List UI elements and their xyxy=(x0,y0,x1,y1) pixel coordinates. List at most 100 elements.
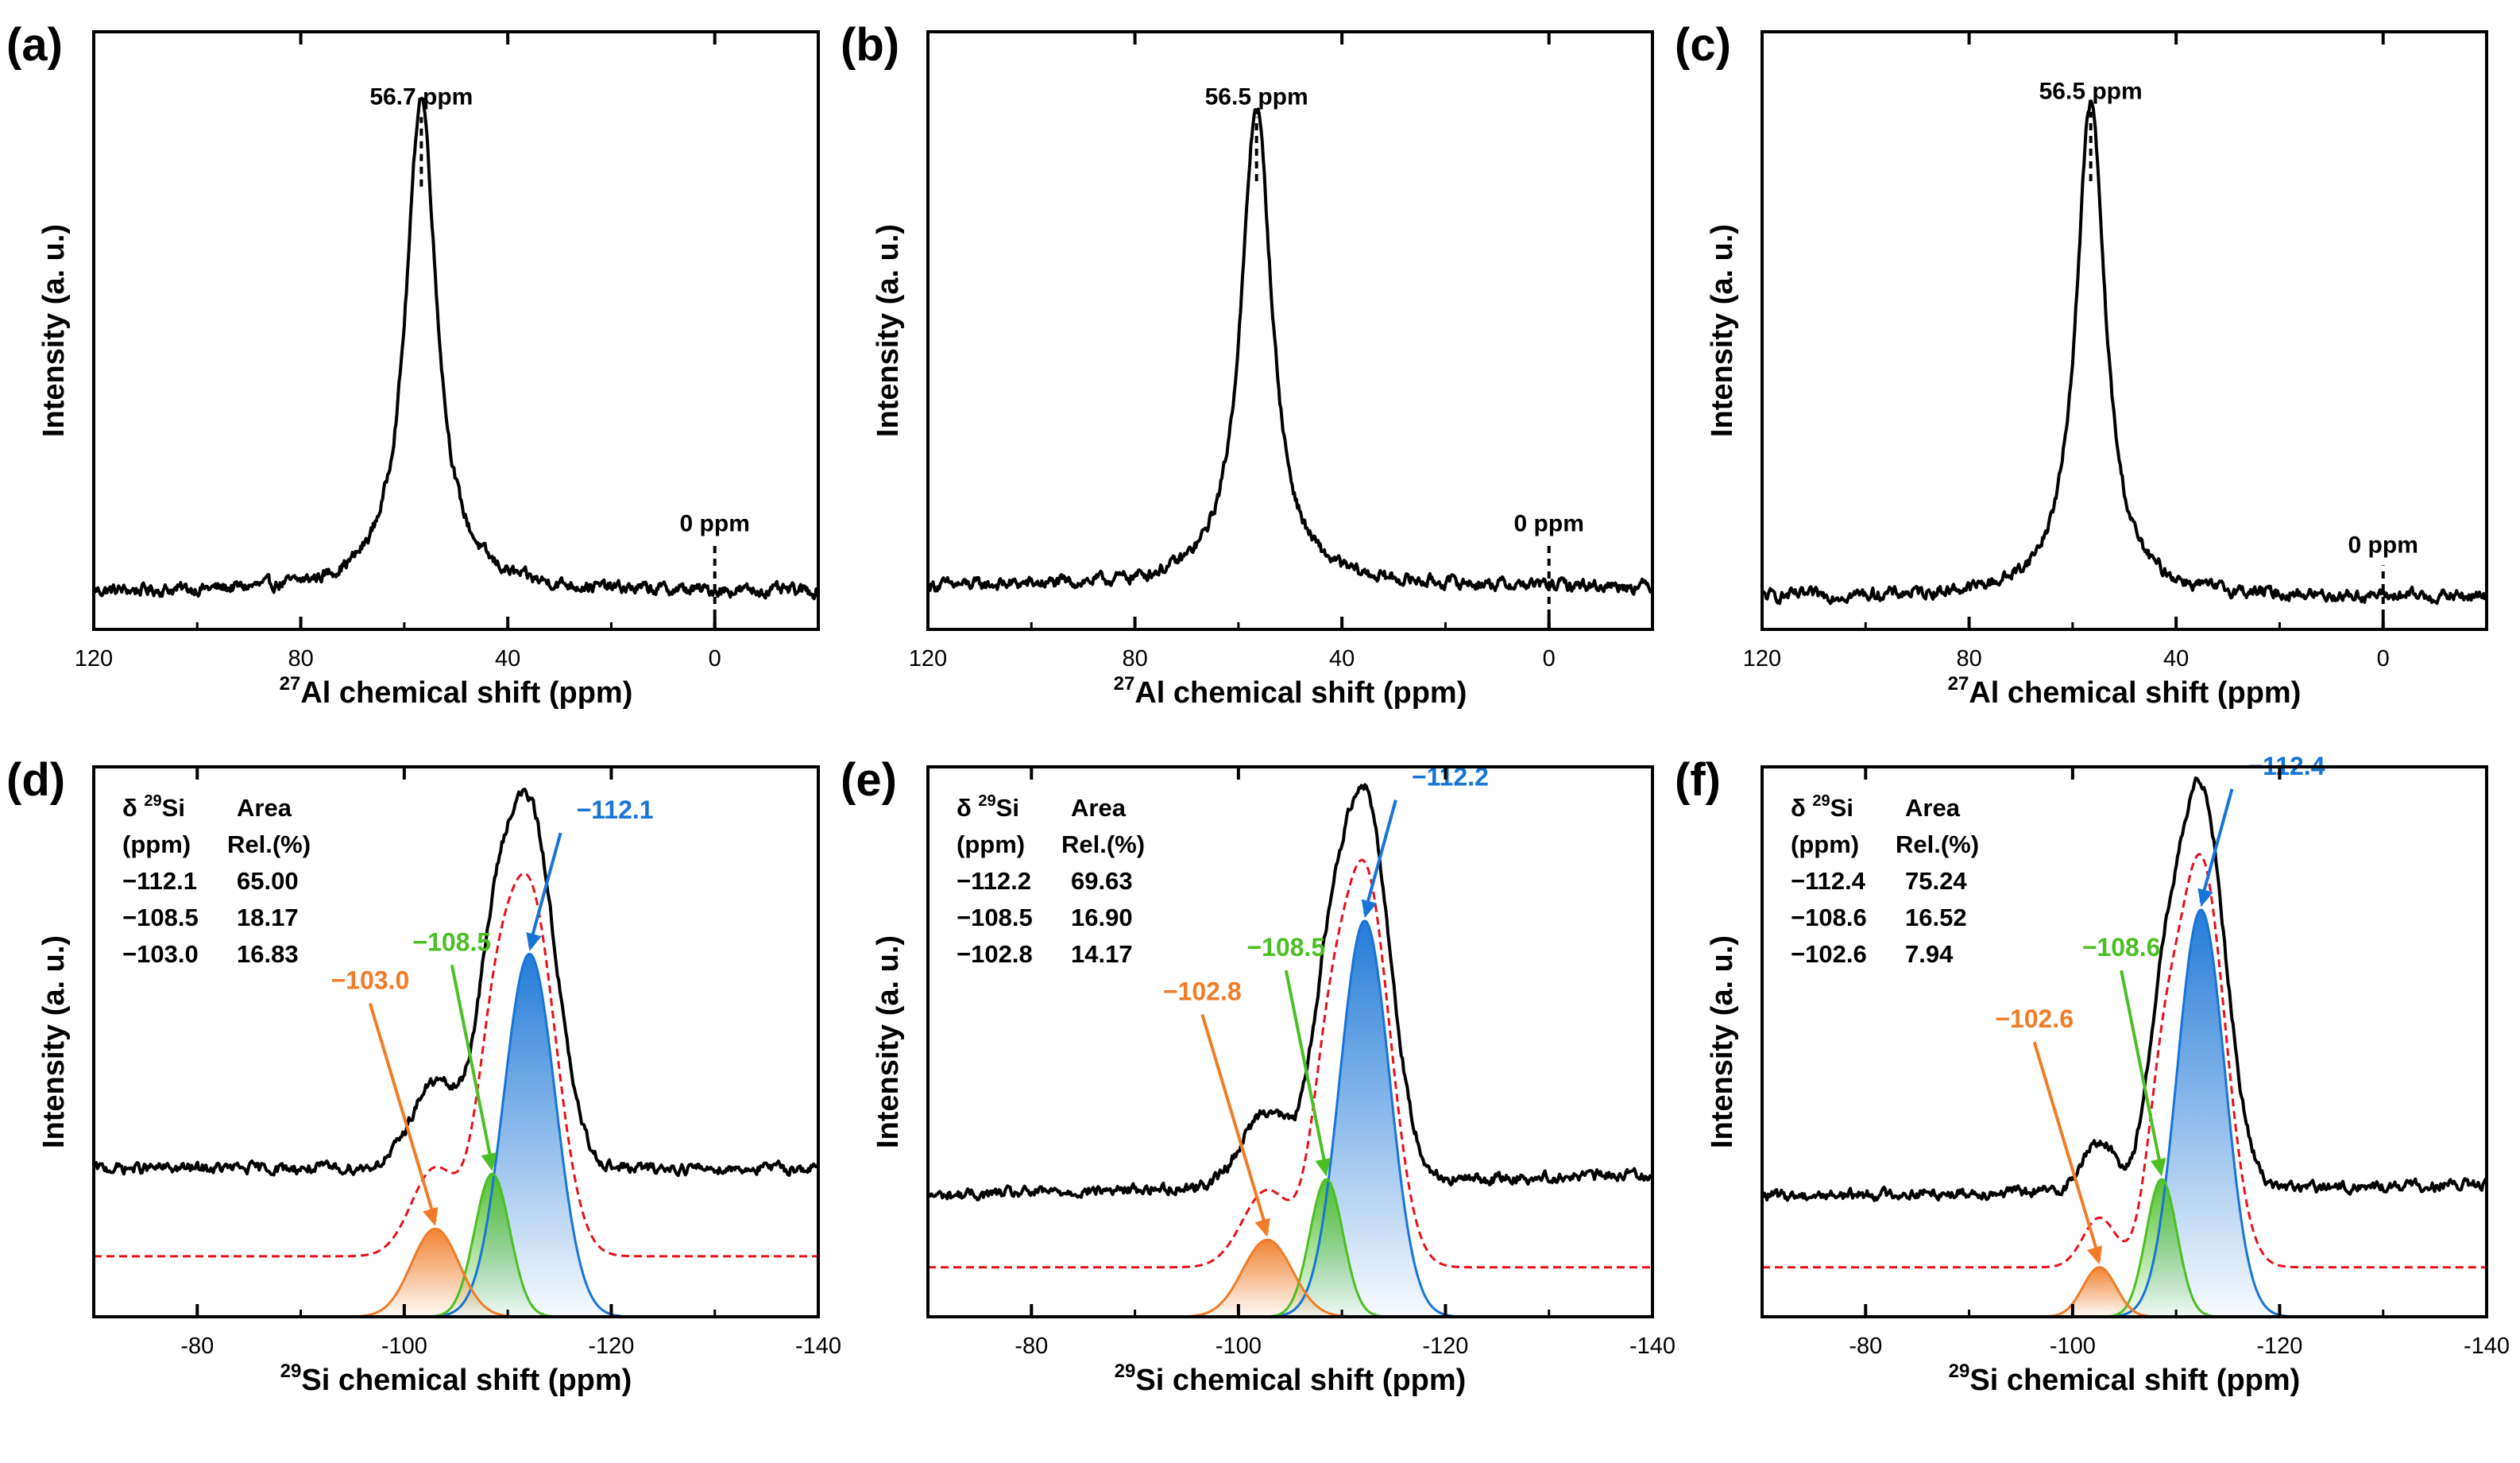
table-area-value: 7.94 xyxy=(1905,940,1954,968)
component-fill xyxy=(1257,1179,1397,1317)
panel-d: δ 29Si Area (ppm) Rel.(%) −112.1 65.00 −108.5 1… xyxy=(6,754,841,1397)
component-arrow xyxy=(2032,1041,2101,1260)
panel-letter: (c) xyxy=(1675,19,1731,71)
component-fill xyxy=(1163,1240,1372,1317)
table-shift-value: −103.0 xyxy=(122,940,199,968)
table-area-value: 16.90 xyxy=(1071,904,1133,931)
x-axis-label: 27Al chemical shift (ppm) xyxy=(1948,673,2302,710)
y-axis-label: Intensity (a. u.) xyxy=(872,935,905,1148)
x-tick-label: 80 xyxy=(1122,646,1147,672)
table-header-shift: δ 29Si xyxy=(1791,792,1853,822)
panel-a: 56.7 ppm 0 ppm 120 80 40 0 27Al chemical shift… xyxy=(6,19,820,710)
y-axis-label: Intensity (a. u.) xyxy=(37,224,71,437)
fit-line xyxy=(94,872,818,1258)
x-axis-label: 29Si chemical shift (ppm) xyxy=(1949,1360,2301,1397)
x-tick-label: -140 xyxy=(2464,1333,2510,1359)
annotation-label: 0 ppm xyxy=(680,511,750,537)
x-tick-label: 120 xyxy=(75,646,113,672)
component-label: −108.5 xyxy=(1246,933,1325,962)
table-header-area: Area xyxy=(1905,794,1961,822)
axes-frame xyxy=(926,30,1654,631)
arrow-head xyxy=(1315,1158,1332,1177)
annotation-label: 56.5 ppm xyxy=(1205,83,1308,110)
component-label: −108.6 xyxy=(2082,933,2161,962)
x-tick-label: -80 xyxy=(1015,1333,1048,1359)
component-fill xyxy=(2030,1267,2170,1317)
component-arrow xyxy=(450,964,494,1167)
table-subheader-rel: Rel.(%) xyxy=(227,830,311,858)
y-axis-label: Intensity (a. u.) xyxy=(1706,224,1739,437)
x-tick-label: -100 xyxy=(1216,1333,1262,1359)
table-header-area: Area xyxy=(1071,794,1127,822)
component-arrow xyxy=(528,832,562,947)
table-area-value: 18.17 xyxy=(237,904,299,931)
component-line xyxy=(412,952,647,1317)
arrow-head xyxy=(423,1206,439,1226)
panel-letter: (f) xyxy=(1675,754,1721,806)
plot-area xyxy=(928,783,1652,1317)
x-axis-label: 29Si chemical shift (ppm) xyxy=(1115,1360,1467,1397)
panel-b: 56.5 ppm 0 ppm 120 80 40 0 27Al chemical shift… xyxy=(841,19,1654,710)
arrow-head xyxy=(481,1152,497,1171)
y-axis-label: Intensity (a. u.) xyxy=(37,935,71,1148)
fit-line xyxy=(928,858,1652,1269)
experimental-line xyxy=(94,788,818,1178)
arrow-head xyxy=(526,932,542,951)
component-label: −102.6 xyxy=(1995,1004,2074,1033)
component-arrow xyxy=(1362,799,1397,914)
y-axis-label: Intensity (a. u.) xyxy=(1706,935,1739,1148)
fit-line xyxy=(1762,853,2487,1269)
component-fill xyxy=(420,954,639,1317)
component-label: −112.1 xyxy=(577,795,654,824)
component-arrow xyxy=(2120,970,2163,1172)
x-tick-label: -120 xyxy=(1422,1333,1468,1359)
panel-e: δ 29Si Area (ppm) Rel.(%) −112.2 69.63 −108.5 1… xyxy=(841,754,1675,1397)
table-area-value: 69.63 xyxy=(1071,867,1133,895)
x-tick-label: 120 xyxy=(1743,646,1781,672)
table-shift-value: −112.1 xyxy=(122,867,197,895)
axes-frame xyxy=(1761,765,2488,1318)
x-tick-label: 80 xyxy=(1956,646,1981,672)
plot-area xyxy=(94,96,818,601)
x-axis-label: 29Si chemical shift (ppm) xyxy=(280,1360,632,1397)
x-tick-label: -100 xyxy=(381,1333,427,1359)
x-tick-label: -120 xyxy=(588,1333,634,1359)
panel-f: δ 29Si Area (ppm) Rel.(%) −112.4 75.24 −108.6 1… xyxy=(1675,752,2510,1397)
x-tick-label: -80 xyxy=(1849,1333,1882,1359)
x-tick-label: 80 xyxy=(288,646,313,672)
annotation-label: 56.5 ppm xyxy=(2039,79,2143,105)
panel-letter: (e) xyxy=(841,754,897,806)
table-header-shift: δ 29Si xyxy=(122,792,185,822)
arrow-head xyxy=(1254,1217,1270,1237)
spectrum-line xyxy=(94,96,818,601)
x-tick-label: 120 xyxy=(909,646,947,672)
x-tick-label: -100 xyxy=(2050,1333,2096,1359)
plot-area xyxy=(94,788,818,1317)
annotation-label: 0 ppm xyxy=(1514,511,1584,537)
x-tick-label: 0 xyxy=(2377,646,2390,672)
component-fill xyxy=(418,1174,566,1317)
component-line xyxy=(1253,919,1477,1317)
table-shift-value: −112.4 xyxy=(1791,867,1866,895)
table-header-area: Area xyxy=(237,794,292,822)
table-shift-value: −108.5 xyxy=(122,904,199,931)
arrow-head xyxy=(2150,1158,2166,1177)
table-shift-value: −108.6 xyxy=(1791,904,1867,931)
component-fill xyxy=(335,1229,535,1317)
table-shift-value: −108.5 xyxy=(957,904,1033,931)
component-fill xyxy=(2096,1179,2227,1317)
plot-area xyxy=(1762,776,2487,1317)
axes-frame xyxy=(92,30,820,631)
arrow-head xyxy=(2197,888,2213,908)
component-arrow xyxy=(1284,970,1328,1172)
table-subheader-ppm: (ppm) xyxy=(122,830,191,858)
component-line xyxy=(2093,908,2309,1317)
table-area-value: 16.83 xyxy=(237,940,299,968)
x-axis-label: 27Al chemical shift (ppm) xyxy=(1114,673,1467,710)
table-shift-value: −102.6 xyxy=(1791,940,1867,968)
component-fill xyxy=(1260,920,1470,1317)
x-tick-label: -140 xyxy=(1629,1333,1675,1359)
x-tick-label: -140 xyxy=(795,1333,841,1359)
x-tick-label: 40 xyxy=(1329,646,1355,672)
